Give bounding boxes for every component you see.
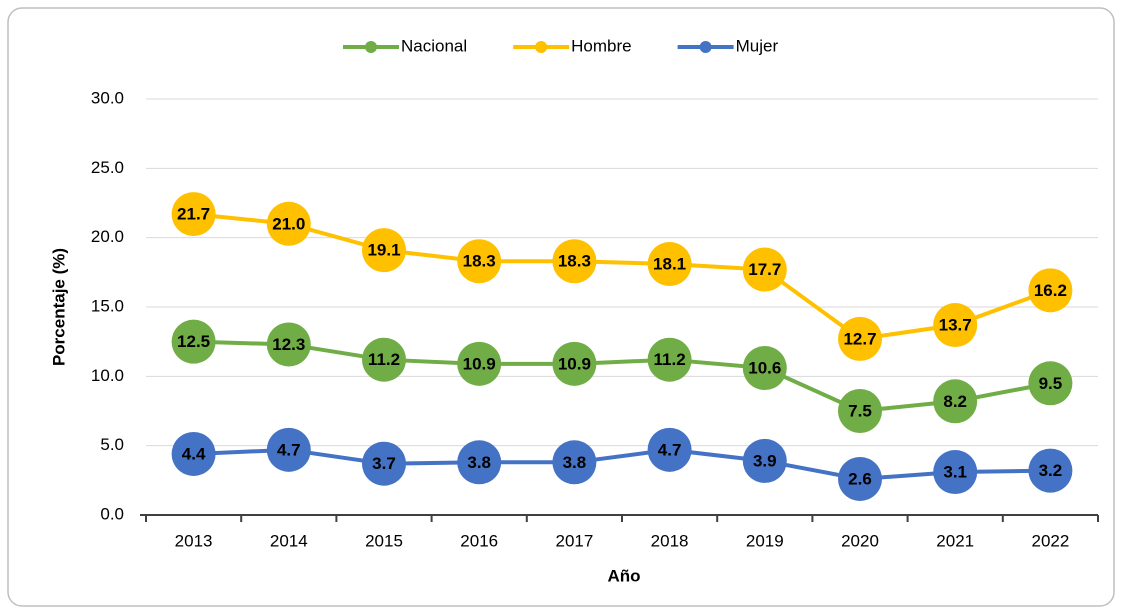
data-label: 4.7 xyxy=(277,440,301,459)
data-label: 4.4 xyxy=(182,444,206,463)
legend-marker xyxy=(535,41,548,53)
data-label: 10.9 xyxy=(558,354,591,373)
data-point xyxy=(457,239,502,284)
y-tick-label: 15.0 xyxy=(91,296,124,315)
y-tick-label: 5.0 xyxy=(100,435,124,454)
legend-marker xyxy=(699,41,712,53)
data-label: 3.9 xyxy=(753,451,777,470)
data-point xyxy=(1028,268,1073,313)
data-label: 21.7 xyxy=(177,205,210,224)
data-point xyxy=(552,239,597,284)
data-point xyxy=(1028,361,1073,406)
legend: Nacional Hombre Mujer xyxy=(343,36,778,55)
data-label: 10.9 xyxy=(463,354,496,373)
data-point xyxy=(647,427,692,472)
data-label: 12.7 xyxy=(843,329,876,348)
data-point xyxy=(266,427,311,472)
data-label: 12.3 xyxy=(272,335,305,354)
data-point xyxy=(647,337,692,382)
data-label: 13.7 xyxy=(939,316,972,335)
data-label: 21.0 xyxy=(272,214,305,233)
legend-label: Mujer xyxy=(736,36,779,55)
data-label: 16.2 xyxy=(1034,281,1067,300)
data-point xyxy=(1028,448,1073,493)
x-tick-label: 2021 xyxy=(936,531,974,550)
data-point xyxy=(171,319,216,364)
data-label: 10.6 xyxy=(748,358,781,377)
y-axis-title: Porcentaje (%) xyxy=(49,248,68,366)
data-label: 3.7 xyxy=(372,454,396,473)
data-label: 18.3 xyxy=(558,252,591,271)
data-point xyxy=(266,322,311,367)
data-label: 3.2 xyxy=(1039,461,1063,480)
data-label: 4.7 xyxy=(658,440,682,459)
data-point xyxy=(742,438,787,483)
y-tick-label: 10.0 xyxy=(91,366,124,385)
data-point xyxy=(742,346,787,391)
x-tick-label: 2014 xyxy=(270,531,308,550)
data-label: 17.7 xyxy=(748,260,781,279)
data-point xyxy=(838,389,882,433)
legend-label: Nacional xyxy=(401,36,467,55)
x-tick-label: 2019 xyxy=(746,531,784,550)
x-tick-label: 2022 xyxy=(1031,531,1069,550)
data-label: 2.6 xyxy=(848,469,872,488)
data-point xyxy=(171,431,216,476)
data-point xyxy=(362,337,406,382)
legend-marker xyxy=(365,41,377,53)
data-point xyxy=(362,441,406,486)
x-tick-label: 2017 xyxy=(555,531,593,550)
x-tick-label: 2018 xyxy=(651,531,689,550)
data-point xyxy=(933,450,978,495)
data-point xyxy=(457,341,502,386)
data-point xyxy=(266,201,311,246)
data-point xyxy=(647,242,692,287)
data-label: 11.2 xyxy=(654,350,686,369)
data-point xyxy=(457,440,502,485)
series-line xyxy=(193,212,1052,341)
data-label: 8.2 xyxy=(943,392,967,411)
data-label: 7.5 xyxy=(848,401,872,420)
y-tick-label: 30.0 xyxy=(91,88,124,107)
data-point xyxy=(838,456,882,501)
x-tick-label: 2020 xyxy=(841,531,879,550)
data-label: 12.5 xyxy=(177,332,210,351)
data-label: 3.8 xyxy=(467,453,491,472)
data-point xyxy=(933,303,978,348)
data-point xyxy=(362,228,406,273)
y-tick-label: 25.0 xyxy=(91,158,124,177)
data-point xyxy=(552,440,597,485)
x-tick-label: 2015 xyxy=(365,531,403,550)
data-point xyxy=(933,379,978,424)
y-tick-label: 0.0 xyxy=(100,504,124,523)
data-point xyxy=(171,192,216,237)
data-point xyxy=(552,341,597,386)
y-tick-label: 20.0 xyxy=(91,227,124,246)
data-label: 3.1 xyxy=(943,462,967,481)
data-point xyxy=(838,316,882,361)
series-line xyxy=(193,339,1051,414)
x-axis-title: Año xyxy=(607,566,640,585)
data-point xyxy=(742,247,787,292)
data-label: 18.1 xyxy=(653,254,686,273)
x-tick-label: 2013 xyxy=(175,531,213,550)
data-label: 18.3 xyxy=(463,252,496,271)
series-line xyxy=(193,447,1051,481)
legend-label: Hombre xyxy=(571,36,631,55)
data-label: 3.8 xyxy=(563,453,587,472)
data-label: 11.2 xyxy=(368,350,400,369)
data-label: 19.1 xyxy=(367,241,400,260)
x-tick-label: 2016 xyxy=(460,531,498,550)
data-label: 9.5 xyxy=(1039,374,1063,393)
